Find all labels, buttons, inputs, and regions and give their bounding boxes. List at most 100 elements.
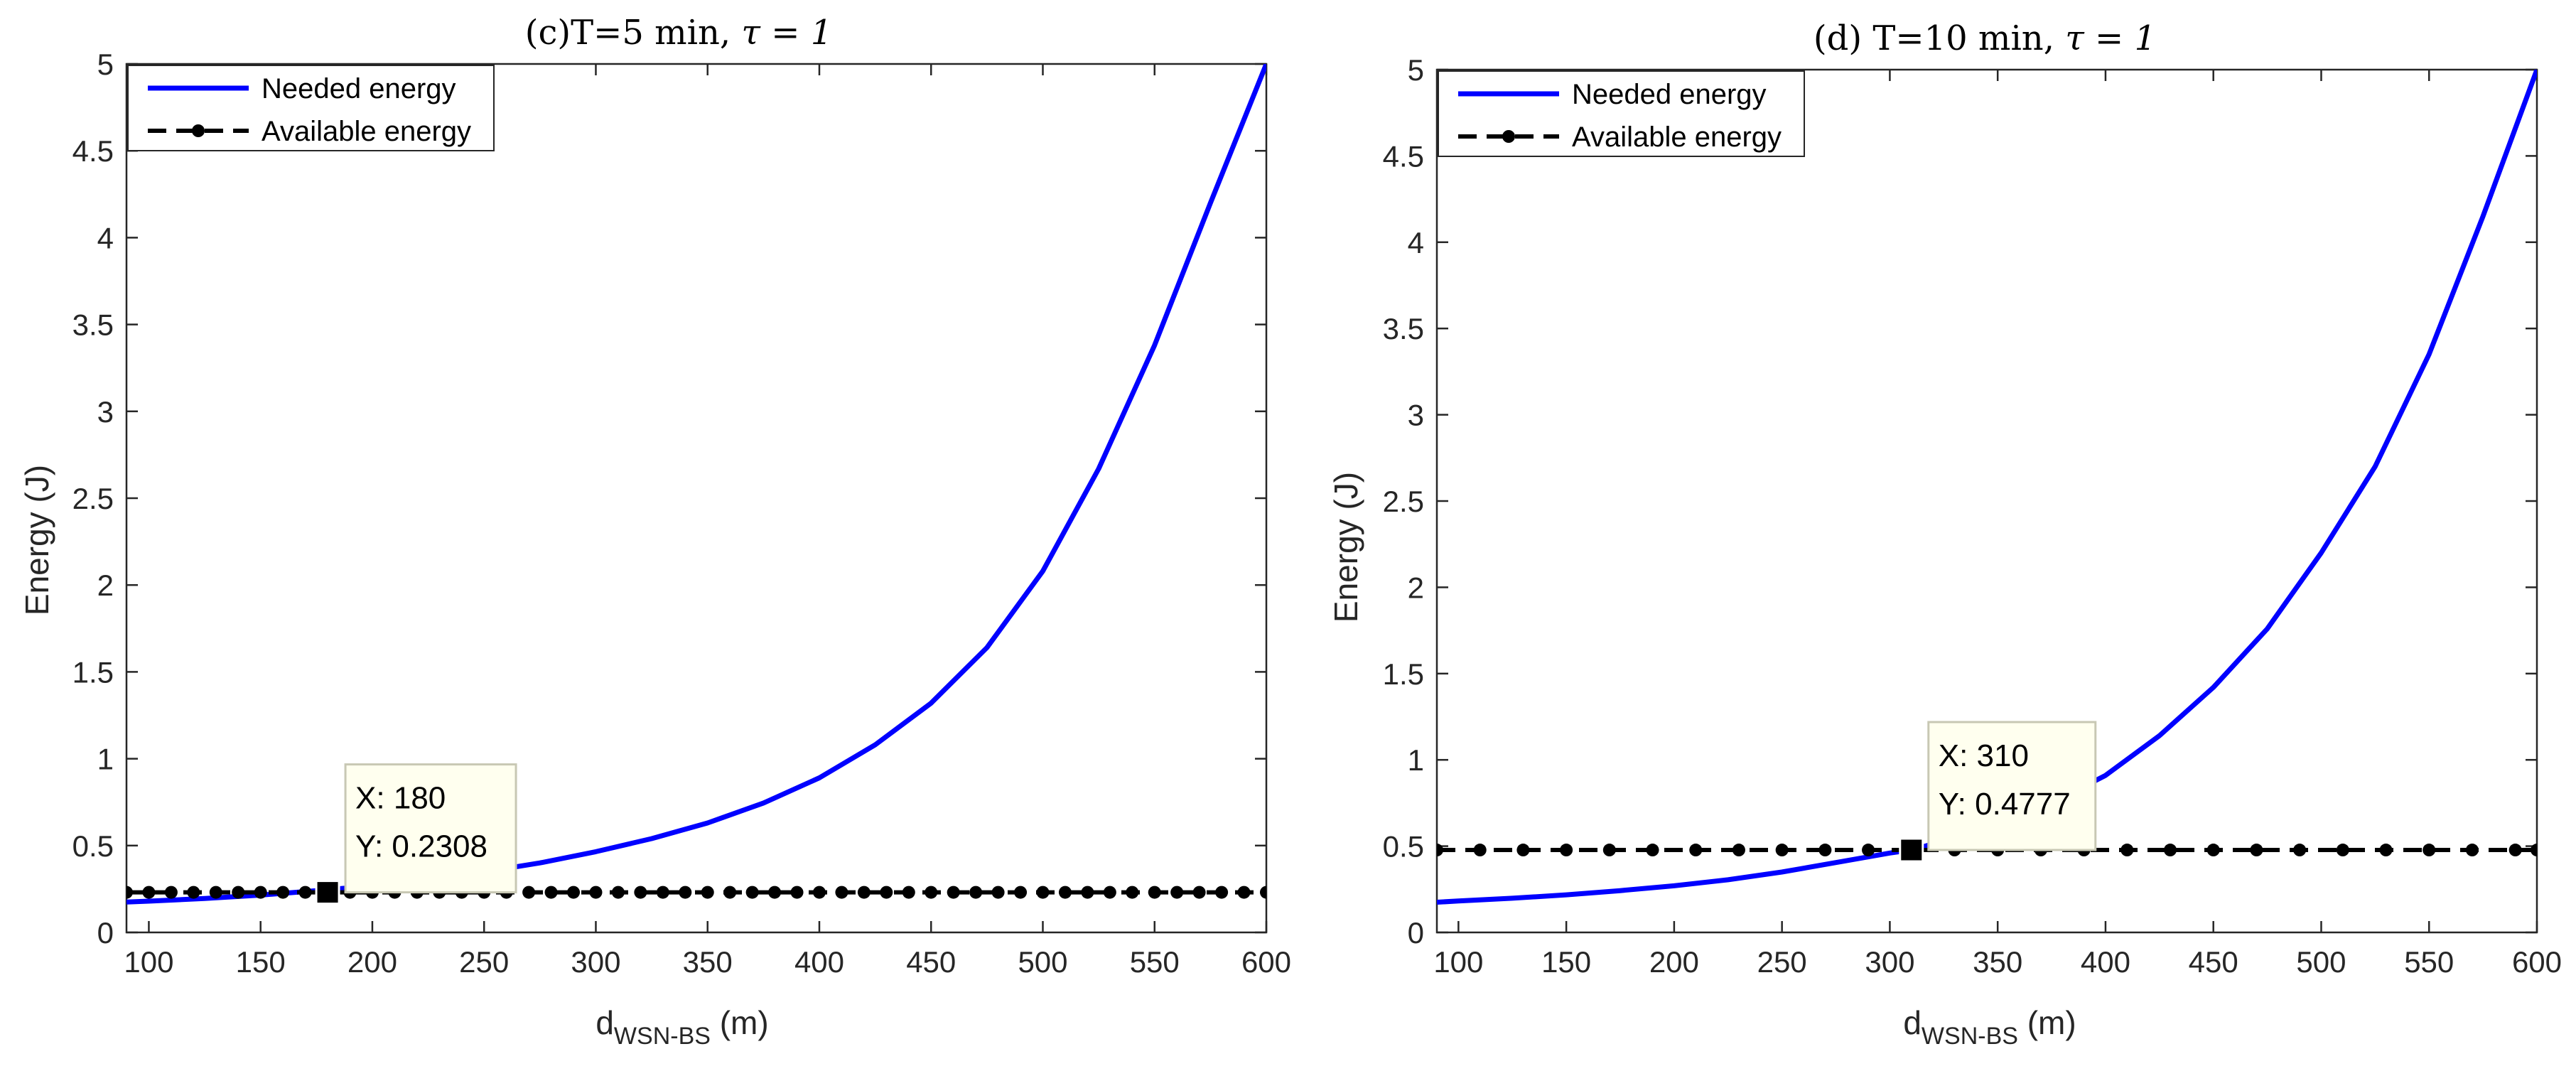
series-point-available-energy <box>2379 844 2393 857</box>
y-axis-label: Energy (J) <box>1327 472 1364 623</box>
series-point-available-energy <box>1732 844 1745 857</box>
series-point-available-energy <box>2206 844 2220 857</box>
x-tick-label: 600 <box>1241 945 1291 979</box>
series-point-available-energy <box>209 886 222 899</box>
datatip-box <box>344 763 517 894</box>
x-tick-label: 100 <box>124 945 173 979</box>
series-point-available-energy <box>142 886 156 899</box>
y-tick-label: 0 <box>1408 916 1424 949</box>
x-tick-label: 100 <box>1433 945 1483 979</box>
legend-box <box>1438 70 1805 157</box>
series-point-available-energy <box>880 886 893 899</box>
series-point-available-energy <box>589 886 603 899</box>
x-tick-label: 600 <box>2512 945 2562 979</box>
series-point-available-energy <box>2164 844 2177 857</box>
series-point-available-energy <box>1126 886 1139 899</box>
series-point-available-energy <box>2531 844 2537 857</box>
datatip-y-text: Y: 0.2308 <box>355 829 487 864</box>
x-tick-label: 200 <box>347 945 397 979</box>
y-tick-label: 3.5 <box>72 308 114 342</box>
x-tick-label: 300 <box>1865 945 1914 979</box>
series-point-available-energy <box>969 886 983 899</box>
y-tick-label: 4 <box>1408 226 1424 259</box>
series-point-available-energy <box>812 886 826 899</box>
x-tick-label: 300 <box>571 945 620 979</box>
series-point-available-energy <box>925 886 938 899</box>
series-point-available-energy <box>522 886 536 899</box>
series-point-available-energy <box>1437 844 1443 857</box>
series-point-available-energy <box>254 886 267 899</box>
series-point-available-energy <box>1560 844 1573 857</box>
y-tick-label: 1.5 <box>72 655 114 689</box>
y-tick-label: 5 <box>1408 53 1424 87</box>
chart-title: (c)T=5 min, τ = 1 <box>525 13 833 53</box>
series-point-available-energy <box>947 886 960 899</box>
series-point-available-energy <box>1818 844 1832 857</box>
x-tick-label: 550 <box>2404 945 2454 979</box>
x-tick-label: 200 <box>1649 945 1699 979</box>
y-tick-label: 0 <box>97 916 114 949</box>
y-tick-label: 0.5 <box>72 829 114 863</box>
datatip-x-text: X: 180 <box>355 781 446 816</box>
series-point-available-energy <box>1170 886 1184 899</box>
datatip-y-text: Y: 0.4777 <box>1939 787 2071 822</box>
legend-label: Available energy <box>1572 122 1782 153</box>
series-point-available-energy <box>2465 844 2479 857</box>
datatip-marker[interactable] <box>1899 837 1924 863</box>
series-point-available-energy <box>232 886 245 899</box>
x-axis-label: dWSN-BS (m) <box>1903 1004 2076 1050</box>
series-point-available-energy <box>857 886 871 899</box>
legend-label: Available energy <box>262 116 471 147</box>
series-point-available-energy <box>1192 886 1206 899</box>
series-point-available-energy <box>2250 844 2263 857</box>
series-point-available-energy <box>2293 844 2307 857</box>
y-tick-label: 2 <box>97 569 114 602</box>
series-point-available-energy <box>1215 886 1229 899</box>
plot-area <box>125 63 1268 934</box>
y-tick-label: 2 <box>1408 571 1424 604</box>
x-tick-label: 500 <box>2296 945 2346 979</box>
legend-marker-available-energy <box>192 124 205 137</box>
y-tick-label: 1.5 <box>1383 657 1424 691</box>
x-tick-label: 150 <box>1541 945 1591 979</box>
series-point-available-energy <box>276 886 290 899</box>
series-point-available-energy <box>567 886 581 899</box>
y-tick-label: 4.5 <box>72 134 114 168</box>
series-point-available-energy <box>1058 886 1072 899</box>
x-tick-label: 400 <box>794 945 844 979</box>
x-tick-label: 450 <box>906 945 956 979</box>
y-tick-label: 4 <box>97 221 114 254</box>
y-axis-label: Energy (J) <box>18 465 55 615</box>
series-point-available-energy <box>991 886 1005 899</box>
y-tick-label: 3 <box>97 395 114 429</box>
series-point-available-energy <box>1516 844 1530 857</box>
series-point-available-energy <box>1148 886 1161 899</box>
series-point-available-energy <box>768 886 782 899</box>
x-tick-label: 450 <box>2189 945 2238 979</box>
datatip-marker[interactable] <box>315 880 340 905</box>
chart-panel-d: (d) T=10 min, τ = 1 Energy (J) dWSN-BS (… <box>1327 18 2562 1050</box>
series-point-available-energy <box>1081 886 1094 899</box>
series-point-available-energy <box>634 886 647 899</box>
y-tick-label: 0.5 <box>1383 830 1424 863</box>
datatip-x-text: X: 310 <box>1939 738 2029 773</box>
y-tick-label: 3.5 <box>1383 312 1424 345</box>
series-point-available-energy <box>1473 844 1487 857</box>
series-point-available-energy <box>1036 886 1050 899</box>
series-point-available-energy <box>835 886 848 899</box>
chart-title: (d) T=10 min, τ = 1 <box>1814 18 2156 58</box>
x-tick-label: 150 <box>236 945 286 979</box>
series-point-available-energy <box>701 886 714 899</box>
y-tick-label: 2.5 <box>1383 485 1424 518</box>
x-tick-label: 250 <box>459 945 509 979</box>
series-point-available-energy <box>298 886 312 899</box>
series-point-available-energy <box>2120 844 2134 857</box>
x-tick-label: 550 <box>1130 945 1180 979</box>
y-tick-label: 2.5 <box>72 482 114 515</box>
legend-label: Needed energy <box>262 73 456 104</box>
chart-panel-c: (c)T=5 min, τ = 1 Energy (J) dWSN-BS (m)… <box>18 13 1291 1050</box>
series-point-available-energy <box>2336 844 2349 857</box>
series-point-available-energy <box>611 886 625 899</box>
x-axis-label: dWSN-BS (m) <box>596 1004 768 1050</box>
